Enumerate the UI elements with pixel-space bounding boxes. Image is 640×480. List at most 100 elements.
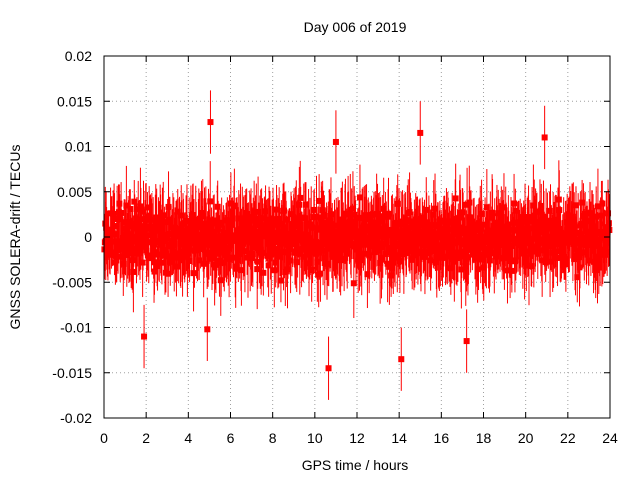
data-point bbox=[332, 138, 339, 145]
x-tick-label: 8 bbox=[269, 430, 277, 446]
data-point bbox=[308, 266, 315, 273]
data-point bbox=[483, 246, 490, 253]
data-point bbox=[378, 254, 385, 261]
data-point bbox=[554, 254, 561, 261]
data-point bbox=[606, 227, 613, 234]
data-point bbox=[134, 241, 141, 248]
y-tick-label: 0.01 bbox=[65, 139, 92, 155]
x-tick-label: 10 bbox=[307, 430, 323, 446]
data-point bbox=[227, 242, 234, 249]
data-point bbox=[382, 251, 389, 258]
data-point bbox=[320, 247, 327, 254]
data-point bbox=[296, 201, 303, 208]
data-point bbox=[325, 365, 332, 372]
data-point bbox=[277, 277, 284, 284]
data-point bbox=[133, 215, 140, 222]
data-point bbox=[321, 212, 328, 219]
data-point bbox=[308, 221, 315, 228]
data-point bbox=[592, 254, 599, 261]
data-point bbox=[144, 225, 151, 232]
data-point bbox=[363, 223, 370, 230]
data-point bbox=[304, 243, 311, 250]
y-tick-label: -0.01 bbox=[60, 320, 92, 336]
data-point bbox=[562, 261, 569, 268]
data-point bbox=[507, 258, 514, 265]
data-point bbox=[388, 272, 395, 279]
data-point bbox=[483, 204, 490, 211]
data-point bbox=[230, 254, 237, 261]
x-tick-label: 2 bbox=[142, 430, 150, 446]
data-point bbox=[590, 258, 597, 265]
data-point bbox=[226, 255, 233, 262]
data-point bbox=[465, 243, 472, 250]
x-tick-label: 4 bbox=[184, 430, 192, 446]
data-point bbox=[203, 220, 210, 227]
data-point bbox=[126, 219, 133, 226]
data-point bbox=[500, 255, 507, 262]
data-point bbox=[160, 212, 167, 219]
data-point bbox=[280, 248, 287, 255]
data-point bbox=[254, 258, 261, 265]
data-point bbox=[302, 215, 309, 222]
data-point bbox=[500, 232, 507, 239]
data-point bbox=[207, 119, 214, 126]
data-point bbox=[594, 203, 601, 210]
data-point bbox=[316, 197, 323, 204]
data-series bbox=[101, 90, 613, 400]
data-point bbox=[398, 356, 405, 363]
data-point bbox=[319, 207, 326, 214]
y-tick-label: 0.015 bbox=[57, 93, 92, 109]
x-tick-label: 22 bbox=[560, 430, 576, 446]
data-point bbox=[528, 263, 535, 270]
data-point bbox=[410, 252, 417, 259]
x-axis-label: GPS time / hours bbox=[302, 457, 409, 473]
data-point bbox=[158, 259, 165, 266]
x-tick-label: 24 bbox=[602, 430, 618, 446]
data-point bbox=[521, 259, 528, 266]
data-point bbox=[341, 256, 348, 263]
data-point bbox=[475, 251, 482, 258]
data-point bbox=[249, 244, 256, 251]
data-point bbox=[275, 249, 282, 256]
data-point bbox=[132, 220, 139, 227]
data-point bbox=[598, 212, 605, 219]
data-point bbox=[326, 217, 333, 224]
data-point bbox=[574, 274, 581, 281]
data-point bbox=[500, 204, 507, 211]
data-point bbox=[143, 215, 150, 222]
data-point bbox=[172, 254, 179, 261]
data-point bbox=[350, 280, 357, 287]
data-point bbox=[394, 253, 401, 260]
data-point bbox=[572, 252, 579, 259]
data-point bbox=[281, 224, 288, 231]
data-point bbox=[296, 250, 303, 257]
data-point bbox=[356, 194, 363, 201]
data-point bbox=[293, 259, 300, 266]
data-point bbox=[537, 239, 544, 246]
data-point bbox=[123, 202, 130, 209]
data-point bbox=[199, 213, 206, 220]
data-point bbox=[118, 209, 125, 216]
data-point bbox=[454, 250, 461, 257]
data-point bbox=[241, 248, 248, 255]
data-point bbox=[571, 224, 578, 231]
y-tick-label: 0 bbox=[84, 229, 92, 245]
data-point bbox=[364, 271, 371, 278]
data-point bbox=[388, 226, 395, 233]
data-point bbox=[273, 237, 280, 244]
data-point bbox=[218, 259, 225, 266]
data-point bbox=[130, 268, 137, 275]
data-point bbox=[162, 247, 169, 254]
data-point bbox=[265, 225, 272, 232]
data-point bbox=[218, 219, 225, 226]
data-point bbox=[377, 213, 384, 220]
data-point bbox=[271, 267, 278, 274]
data-point bbox=[117, 253, 124, 260]
data-point bbox=[377, 259, 384, 266]
data-point bbox=[265, 262, 272, 269]
data-point bbox=[512, 207, 519, 214]
data-point bbox=[406, 209, 413, 216]
data-point bbox=[529, 248, 536, 255]
data-point bbox=[493, 221, 500, 228]
